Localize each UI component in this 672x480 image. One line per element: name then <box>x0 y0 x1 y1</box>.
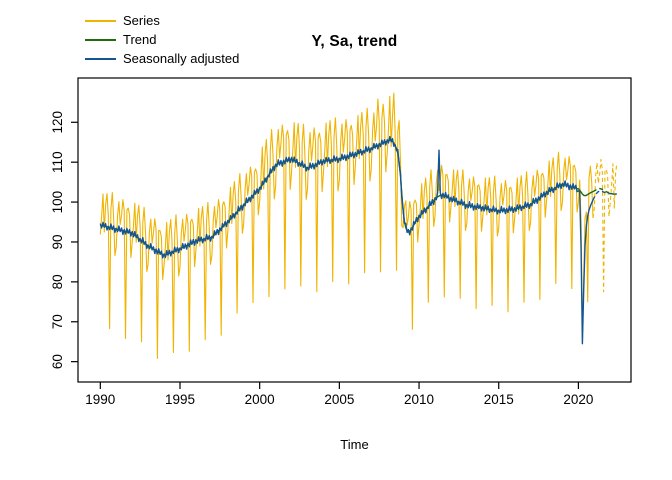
line-series-forecast <box>592 158 618 293</box>
legend-line-seasonally-adjusted-icon <box>85 57 116 60</box>
x-axis-label: Time <box>340 437 369 452</box>
y-tick-label: 90 <box>50 234 65 249</box>
y-tick-label: 100 <box>50 191 65 214</box>
y-tick-label: 120 <box>50 111 65 134</box>
y-tick-label: 80 <box>50 274 65 289</box>
y-tick-label: 70 <box>50 314 65 329</box>
legend-label-series: Series <box>123 13 160 28</box>
legend: Series Trend Seasonally adjusted <box>85 11 239 68</box>
y-tick-label: 110 <box>50 151 65 173</box>
line-seasonally-adjusted <box>99 135 594 345</box>
legend-label-trend: Trend <box>123 32 157 47</box>
chart-title: Y, Sa, trend <box>311 33 398 50</box>
legend-item-series: Series <box>85 11 239 30</box>
x-tick-label: 2005 <box>324 392 354 407</box>
x-tick-label: 2010 <box>404 392 434 407</box>
x-tick-label: 2015 <box>484 392 514 407</box>
line-seasonally-adjusted-forecast <box>592 190 617 201</box>
line-trend-forecast <box>592 187 617 195</box>
plot-box <box>77 77 632 383</box>
legend-label-seasonally-adjusted: Seasonally adjusted <box>123 51 240 66</box>
legend-item-seasonally-adjusted: Seasonally adjusted <box>85 49 239 68</box>
x-tick-label: 2000 <box>245 392 275 407</box>
legend-line-series-icon <box>85 19 116 22</box>
x-tick-label: 1995 <box>165 392 195 407</box>
line-series <box>99 92 594 360</box>
x-tick-label: 1990 <box>85 392 115 407</box>
legend-line-trend-icon <box>85 38 116 41</box>
x-tick-label: 2020 <box>563 392 593 407</box>
legend-item-trend: Trend <box>85 30 239 49</box>
y-tick-label: 60 <box>50 354 65 369</box>
